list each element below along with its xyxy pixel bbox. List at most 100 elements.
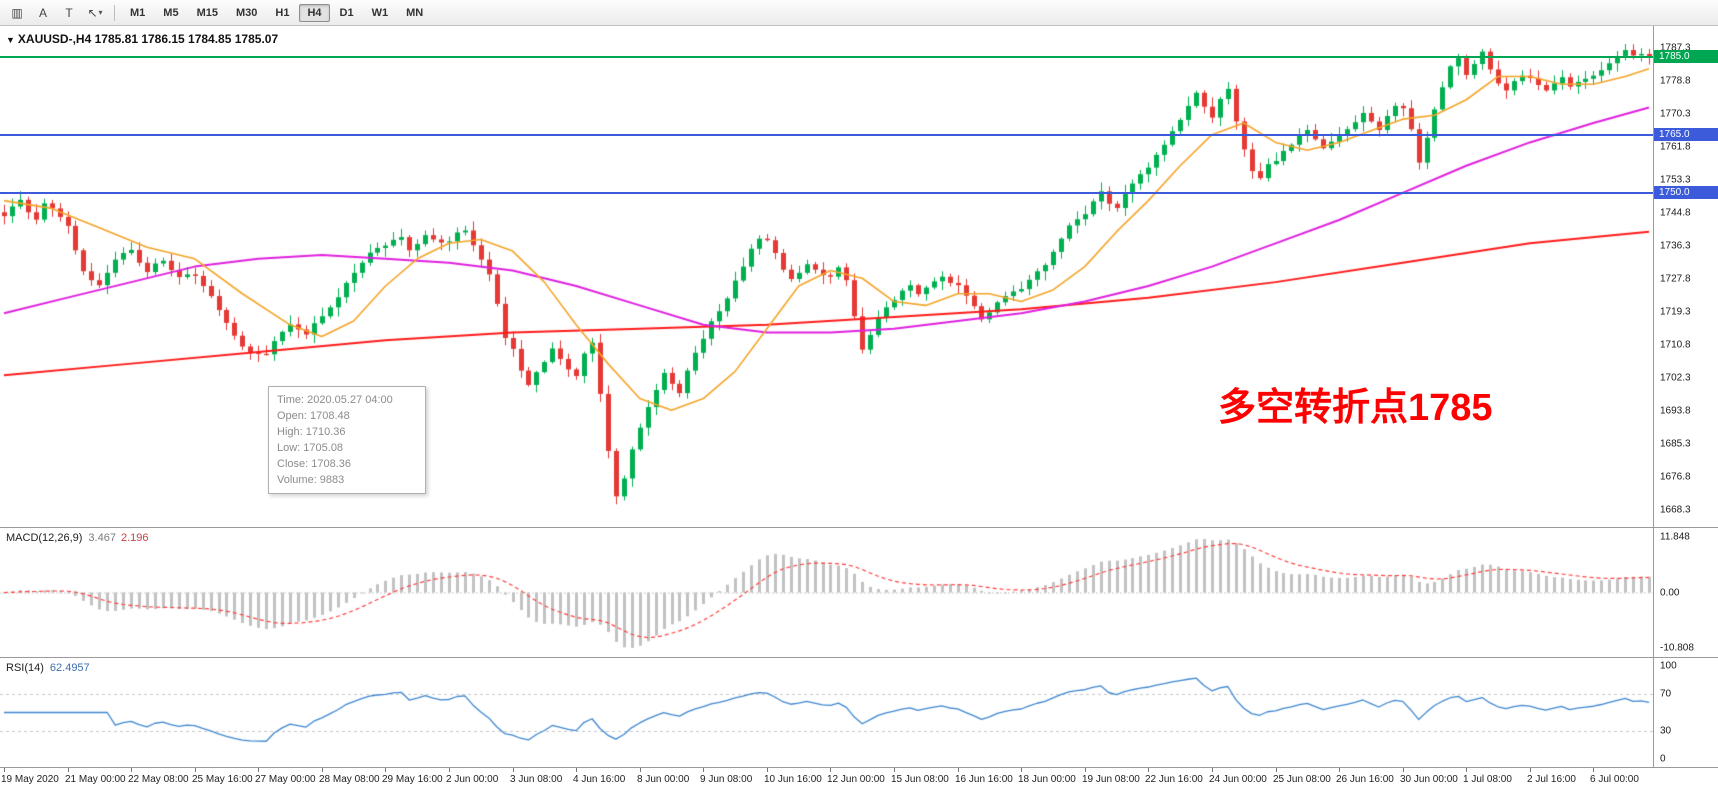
time-label: 26 Jun 16:00 (1336, 774, 1394, 785)
macd-indicator-name: MACD(12,26,9) (6, 532, 83, 544)
text-label-tool[interactable]: A (31, 2, 55, 24)
price-label: 1787.3 (1660, 42, 1691, 54)
price-label: 1685.3 (1660, 438, 1691, 450)
ohlc-values: 1785.81 1786.15 1784.85 1785.07 (94, 32, 279, 46)
time-label: 27 May 00:00 (255, 774, 316, 785)
time-tick (958, 768, 959, 772)
time-label: 19 Jun 08:00 (1082, 774, 1140, 785)
text-t-icon: T (65, 5, 73, 20)
time-label: 16 Jun 16:00 (955, 774, 1013, 785)
rsi-label: RSI(14) 62.4957 (6, 662, 90, 674)
timeframe-button-m15[interactable]: M15 (196, 6, 218, 19)
time-tick (68, 768, 69, 772)
time-tick (767, 768, 768, 772)
time-tick (703, 768, 704, 772)
time-label: 3 Jun 08:00 (510, 774, 563, 785)
price-axis[interactable]: 1785.0 1765.0 1750.0 1787.3 1778.8 1770.3 1761… (1653, 26, 1718, 527)
time-tick (894, 768, 895, 772)
timeframe-button-w1[interactable]: W1 (371, 6, 389, 19)
time-label: 15 Jun 08:00 (891, 774, 949, 785)
time-label: 2 Jun 00:00 (446, 774, 499, 785)
time-label: 1 Jul 08:00 (1463, 774, 1512, 785)
time-tick (830, 768, 831, 772)
price-label: 1727.8 (1660, 273, 1691, 285)
chart-type-tool[interactable]: ▥ (5, 2, 29, 24)
hline-1785.0[interactable] (0, 56, 1653, 59)
time-label: 19 May 2020 (1, 774, 59, 785)
price-label: 1744.8 (1660, 207, 1691, 219)
timeframe-button-h4[interactable]: H4 (299, 3, 330, 22)
time-label: 9 Jun 08:00 (700, 774, 753, 785)
price-label: 1676.8 (1660, 471, 1691, 483)
time-axis[interactable]: 19 May 2020 21 May 00:00 22 May 08:00 25 Ma… (0, 768, 1718, 793)
time-tick (195, 768, 196, 772)
price-badge-1765.0: 1765.0 (1654, 127, 1718, 141)
macd-axis-label: 11.848 (1660, 531, 1690, 543)
time-tick (1593, 768, 1594, 772)
time-label: 29 May 16:00 (382, 774, 443, 785)
macd-canvas[interactable] (0, 528, 1653, 657)
price-label: 1668.3 (1660, 504, 1691, 516)
price-label: 1693.8 (1660, 405, 1691, 417)
timeframe-button-d1[interactable]: D1 (339, 6, 354, 19)
rsi-axis-label: 70 (1660, 688, 1672, 700)
toolbar-separator (114, 4, 115, 21)
macd-axis-label: -10.808 (1660, 642, 1694, 654)
text-box-tool[interactable]: T (57, 2, 81, 24)
macd-main-value: 3.467 (88, 532, 116, 544)
timeframe-button-h1[interactable]: H1 (275, 6, 290, 19)
price-badge-1785.0: 1785.0 (1654, 50, 1718, 64)
symbol-label: XAUUSD-,H4 (17, 32, 92, 46)
price-label: 1710.8 (1660, 339, 1691, 351)
annotation-text: 多空转折点1785 (1218, 387, 1493, 429)
time-label: 18 Jun 00:00 (1018, 774, 1076, 785)
macd-signal-value: 2.196 (120, 532, 149, 544)
price-label: 1761.8 (1660, 141, 1691, 153)
timeframe-button-m30[interactable]: M30 (235, 6, 258, 19)
rsi-axis-label: 100 (1660, 660, 1677, 672)
tooltip-line: Close: 1708.36 (277, 458, 351, 470)
text-a-icon: A (38, 5, 47, 20)
time-tick (449, 768, 450, 772)
time-tick (258, 768, 259, 772)
time-label: 6 Jul 00:00 (1590, 774, 1639, 785)
chevron-down-icon[interactable]: ▼ (6, 35, 15, 45)
candle-tooltip: Time: 2020.05.27 04:00 Open: 1708.48 High:… (268, 386, 426, 494)
tooltip-line: Open: 1708.48 (277, 410, 350, 422)
time-tick (1021, 768, 1022, 772)
time-tick (1530, 768, 1531, 772)
time-label: 28 May 08:00 (319, 774, 380, 785)
rsi-axis[interactable]: 100 70 30 0 (1653, 658, 1718, 767)
time-label: 25 May 16:00 (192, 774, 253, 785)
chevron-down-icon: ▾ (98, 8, 103, 17)
rsi-axis-label: 30 (1660, 725, 1672, 737)
rsi-panel: RSI(14) 62.4957 100 70 30 0 (0, 658, 1718, 768)
macd-axis[interactable]: 11.848 0.00 -10.808 (1653, 528, 1718, 657)
time-label: 8 Jun 00:00 (637, 774, 690, 785)
time-label: 30 Jun 00:00 (1400, 774, 1458, 785)
timeframe-button-m5[interactable]: M5 (163, 6, 179, 19)
rsi-axis-label: 0 (1660, 753, 1666, 765)
hline-1750.0[interactable] (0, 191, 1653, 194)
price-label: 1736.3 (1660, 240, 1691, 252)
time-tick (576, 768, 577, 772)
price-label: 1770.3 (1660, 108, 1691, 120)
time-tick (1276, 768, 1277, 772)
tooltip-line: Low: 1705.08 (277, 442, 344, 454)
macd-panel: MACD(12,26,9) 3.467 2.196 11.848 0.00 -10.80… (0, 528, 1718, 658)
top-toolbar: ▥ A T ↖ ▾ M1 M5 M15 M30 H1 H4 D1 W1 MN (0, 0, 1718, 26)
rsi-indicator-name: RSI(14) (6, 662, 44, 674)
candlestick-chart-icon: ▥ (11, 5, 23, 20)
time-tick (385, 768, 386, 772)
drawing-tools-button[interactable]: ↖ ▾ (83, 2, 107, 24)
time-label: 10 Jun 16:00 (764, 774, 822, 785)
timeframe-button-mn[interactable]: MN (406, 6, 424, 19)
time-tick (322, 768, 323, 772)
macd-label: MACD(12,26,9) 3.467 2.196 (6, 532, 148, 544)
rsi-canvas[interactable] (0, 658, 1653, 767)
hline-1765.0[interactable] (0, 133, 1653, 136)
price-chart-panel: ▼ XAUUSD-,H4 1785.81 1786.15 1784.85 1785… (0, 26, 1718, 528)
time-tick (1403, 768, 1404, 772)
price-label: 1753.3 (1660, 174, 1691, 186)
timeframe-button-m1[interactable]: M1 (130, 6, 146, 19)
